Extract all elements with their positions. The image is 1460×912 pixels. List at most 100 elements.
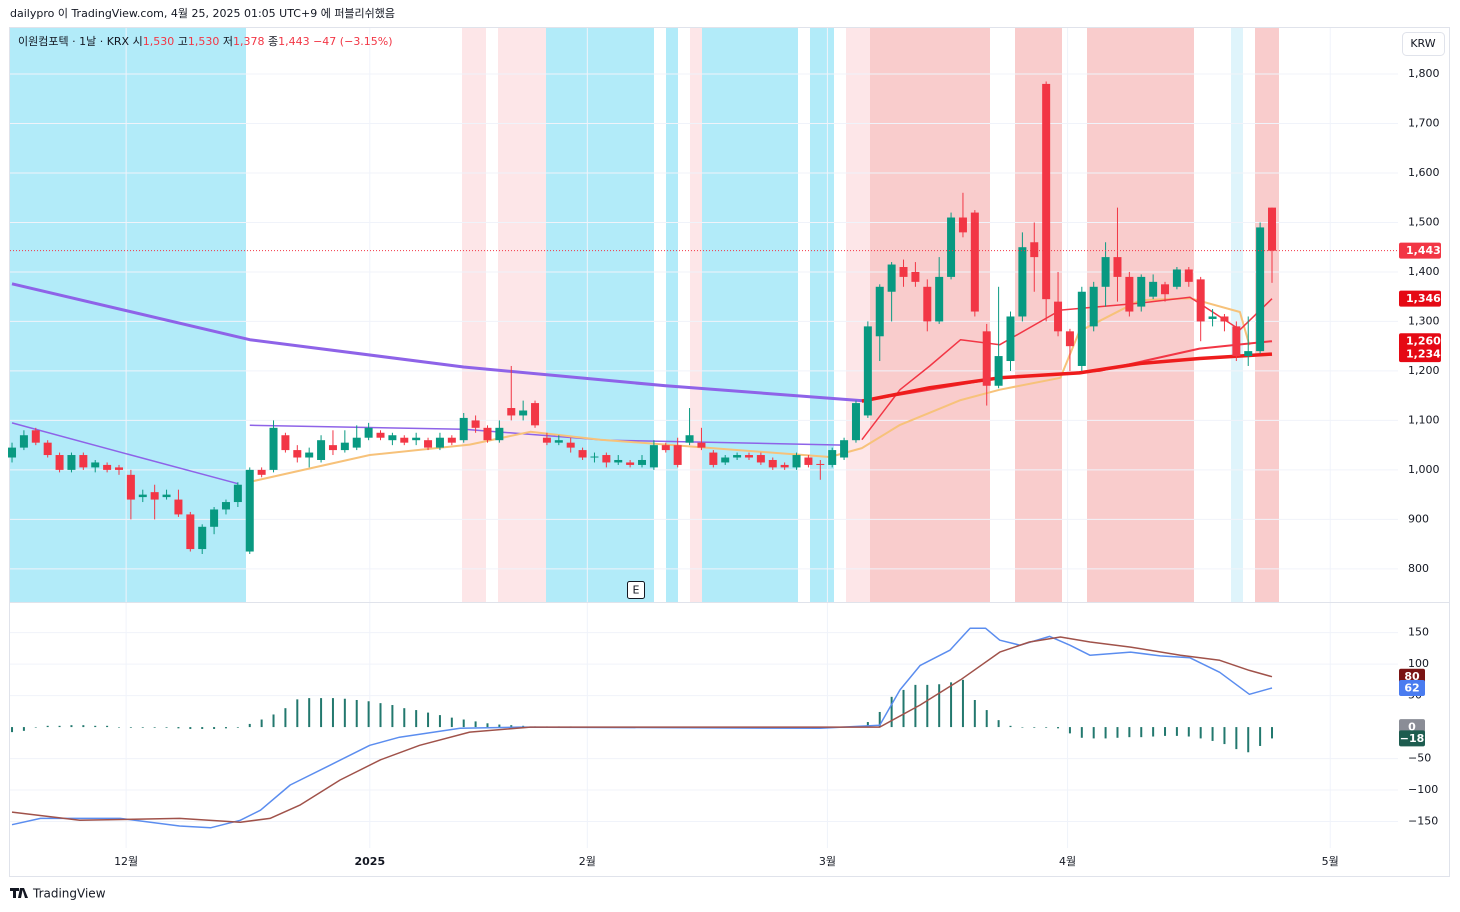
- indicator-line: [11, 282, 869, 403]
- histogram-bar: [1211, 727, 1214, 741]
- candle-body: [1077, 291, 1086, 366]
- histogram-bar: [82, 725, 85, 728]
- candle-body: [269, 427, 278, 470]
- candle-body: [31, 430, 40, 443]
- histogram-bar: [902, 689, 905, 728]
- histogram-bar: [165, 727, 168, 728]
- candle-body: [471, 420, 480, 428]
- earnings-label[interactable]: E: [633, 584, 640, 597]
- candle-body: [733, 455, 742, 458]
- candle-body: [1054, 301, 1063, 332]
- histogram-bar: [950, 682, 953, 728]
- histogram-bar: [308, 698, 311, 728]
- x-tick-label: 2월: [579, 855, 596, 868]
- histogram-bar: [118, 727, 121, 728]
- histogram-bar: [1021, 727, 1024, 728]
- price-badge-label: 1,346: [1406, 292, 1441, 305]
- histogram-bar: [177, 727, 180, 729]
- histogram-bar: [379, 703, 382, 728]
- histogram-bar: [1045, 727, 1048, 728]
- histogram-bar: [213, 727, 216, 729]
- histogram-bar: [878, 711, 881, 728]
- candle-body: [376, 432, 385, 438]
- brand: TradingView: [32, 887, 106, 901]
- candle-body: [281, 435, 290, 451]
- open-label: 시: [133, 35, 143, 48]
- histogram-bar: [94, 725, 97, 728]
- y-tick-label: 1,600: [1408, 166, 1440, 179]
- candle-body: [590, 456, 599, 458]
- histogram-bar: [1187, 727, 1190, 737]
- histogram-bar: [427, 712, 430, 728]
- value-badge-label: 62: [1404, 682, 1419, 695]
- histogram-bar: [1175, 727, 1178, 736]
- earnings-marker[interactable]: [627, 581, 645, 599]
- candle-body: [911, 271, 920, 282]
- open-value: 1,530: [143, 35, 175, 48]
- candle-body: [8, 447, 17, 458]
- candle-body: [91, 462, 100, 468]
- histogram-bar: [129, 727, 132, 728]
- band: [1231, 28, 1243, 602]
- y-tick-label: 100: [1408, 657, 1429, 670]
- histogram-bar: [498, 724, 501, 728]
- candle-body: [221, 502, 230, 510]
- value-badge-label: 0: [1408, 721, 1416, 734]
- candle-body: [721, 457, 730, 463]
- candle-body: [566, 442, 575, 448]
- histogram-bar: [106, 725, 109, 728]
- candle-body: [1101, 257, 1110, 287]
- candle-body: [435, 437, 444, 448]
- indicator-line: [861, 352, 1273, 403]
- candle-body: [328, 445, 337, 451]
- histogram-bar: [486, 723, 489, 728]
- histogram-bar: [914, 684, 917, 728]
- candle-body: [1208, 316, 1217, 319]
- candle-body: [875, 286, 884, 337]
- candle-body: [840, 440, 849, 458]
- histogram-bar: [141, 727, 144, 728]
- candle-body: [55, 455, 64, 470]
- candle-body: [554, 440, 563, 443]
- candle-body: [626, 462, 635, 465]
- value-badge: [1399, 730, 1425, 747]
- band: [846, 28, 870, 602]
- candle-body: [305, 452, 314, 458]
- candle-body: [412, 437, 421, 441]
- histogram-bar: [367, 701, 370, 728]
- histogram-bar: [926, 684, 929, 728]
- candle-body: [970, 212, 979, 312]
- price-badge-label: 1,443: [1406, 244, 1441, 257]
- histogram-bar: [403, 708, 406, 728]
- price-badge-label: 1,260: [1406, 335, 1441, 348]
- candle-body: [519, 410, 528, 416]
- histogram-bar: [973, 699, 976, 728]
- candle-body: [424, 440, 433, 448]
- candle-body: [709, 452, 718, 465]
- candle-body: [507, 408, 516, 416]
- currency-label[interactable]: KRW: [1410, 37, 1435, 50]
- candle-body: [994, 356, 1003, 386]
- y-tick-label: 1,000: [1408, 463, 1440, 476]
- candle-body: [388, 435, 397, 441]
- y-tick-label: 1,100: [1408, 413, 1440, 426]
- candle-body: [1172, 269, 1181, 287]
- currency-button[interactable]: [1402, 32, 1445, 56]
- candle-body: [1042, 83, 1051, 300]
- candle-body: [1137, 276, 1146, 307]
- candle-body: [364, 427, 373, 438]
- histogram-bar: [1080, 727, 1083, 738]
- price-badge-label: 1,234: [1406, 348, 1441, 361]
- histogram-bar: [248, 723, 251, 728]
- histogram-bar: [391, 705, 394, 728]
- histogram-bar: [1092, 727, 1095, 739]
- candle-body: [43, 442, 52, 456]
- candle-body: [816, 463, 825, 465]
- x-tick-label: 5월: [1322, 855, 1339, 868]
- histogram-bar: [34, 727, 37, 728]
- candle-body: [103, 464, 112, 470]
- price-badge: [1399, 242, 1441, 259]
- histogram-bar: [201, 727, 204, 729]
- candle-body: [638, 459, 647, 465]
- candle-body: [19, 435, 28, 448]
